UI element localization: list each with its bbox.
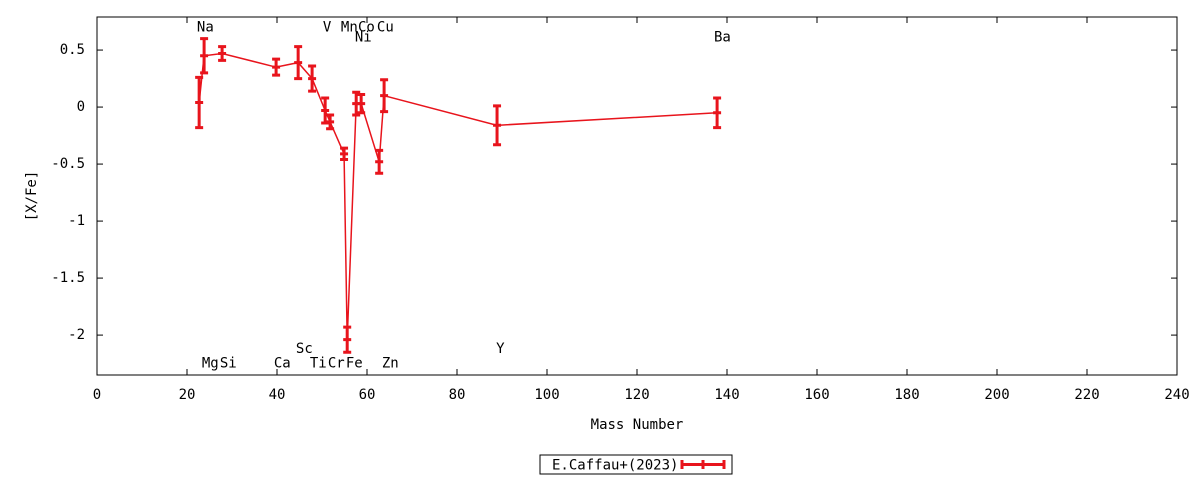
element-label: Mn	[341, 19, 358, 35]
y-tick-label: -1.5	[51, 270, 85, 286]
series-line	[198, 52, 718, 340]
element-label: Co	[358, 19, 375, 35]
x-tick-label: 240	[1164, 387, 1189, 403]
error-bar	[352, 90, 361, 117]
x-tick-label: 0	[93, 387, 101, 403]
y-axis-label: [X/Fe]	[24, 171, 40, 222]
element-label: Zn	[382, 356, 399, 372]
y-tick-label: -1	[68, 213, 85, 229]
x-tick-label: 60	[359, 387, 376, 403]
y-tick-label: 0	[77, 99, 85, 115]
error-bar	[308, 64, 317, 93]
element-label: Ba	[714, 30, 731, 46]
error-bar	[343, 325, 352, 354]
error-bar	[326, 113, 335, 131]
x-tick-label: 180	[894, 387, 919, 403]
element-label: Fe	[346, 356, 363, 372]
y-tick-label: 0.5	[60, 42, 85, 58]
element-label: Cr	[328, 356, 345, 372]
error-bar	[195, 75, 204, 130]
error-bar	[272, 57, 281, 77]
error-bar	[357, 93, 366, 115]
legend-swatch	[680, 460, 726, 469]
error-bar	[713, 96, 722, 130]
element-label: Ti	[310, 356, 327, 372]
x-tick-label: 120	[624, 387, 649, 403]
x-tick-label: 160	[804, 387, 829, 403]
element-label: Sc	[296, 341, 313, 357]
x-tick-label: 20	[179, 387, 196, 403]
legend-label: E.Caffau+(2023)	[552, 458, 678, 474]
error-bar	[340, 146, 349, 162]
error-bar	[321, 96, 330, 125]
plot-frame	[96, 16, 1178, 376]
element-label: Cu	[377, 19, 394, 35]
error-bar	[294, 45, 303, 81]
element-label: Si	[220, 356, 237, 372]
x-tick-label: 40	[269, 387, 286, 403]
y-tick-label: -2	[68, 327, 85, 343]
element-label: Na	[197, 19, 214, 35]
error-bar	[200, 37, 209, 75]
error-bar	[493, 104, 502, 147]
y-tick-label: -0.5	[51, 156, 85, 172]
error-bar	[375, 148, 384, 175]
x-tick-label: 100	[534, 387, 559, 403]
element-label: Mg	[202, 356, 219, 372]
error-bar	[380, 78, 389, 114]
error-bar	[218, 45, 227, 62]
element-label: V	[323, 19, 332, 35]
element-label: Y	[496, 341, 505, 357]
x-tick-label: 80	[449, 387, 466, 403]
x-tick-label: 220	[1074, 387, 1099, 403]
legend-box	[539, 454, 733, 475]
x-axis-label: Mass Number	[591, 417, 684, 433]
element-label: Ca	[274, 356, 291, 372]
x-tick-label: 200	[984, 387, 1009, 403]
x-tick-label: 140	[714, 387, 739, 403]
element-label: Ni	[355, 30, 372, 46]
